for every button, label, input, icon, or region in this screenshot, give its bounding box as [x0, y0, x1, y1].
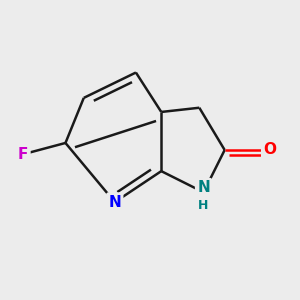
Text: N: N: [197, 180, 210, 195]
Text: H: H: [198, 199, 209, 212]
Text: O: O: [263, 142, 276, 158]
Text: N: N: [108, 195, 121, 210]
Text: F: F: [18, 147, 28, 162]
